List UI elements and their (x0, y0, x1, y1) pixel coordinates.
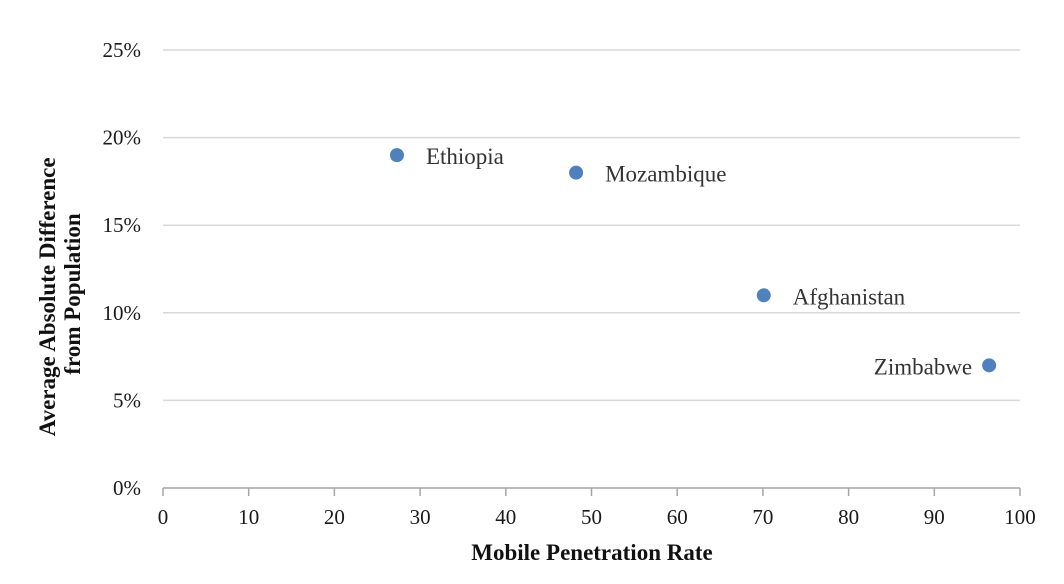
data-point-zimbabwe (982, 358, 997, 373)
x-tick-label: 30 (410, 505, 431, 529)
y-axis-title-line-1: Average Absolute Difference (35, 157, 60, 436)
gridlines (163, 49, 1020, 402)
x-tick-label: 60 (667, 505, 688, 529)
x-tick-label: 90 (924, 505, 945, 529)
y-axis-title-line-2: from Population (60, 213, 85, 374)
data-label-afghanistan: Afghanistan (793, 284, 906, 309)
x-tick-label: 80 (838, 505, 859, 529)
x-tick-label: 70 (752, 505, 773, 529)
data-label-mozambique: Mozambique (605, 162, 726, 187)
y-tick-label: 5% (113, 388, 141, 412)
y-tick-label: 25% (103, 38, 142, 62)
x-tick-label: 50 (581, 505, 602, 529)
x-tick-label: 20 (324, 505, 345, 529)
x-tick-label: 10 (238, 505, 259, 529)
data-point-ethiopia (389, 148, 404, 163)
y-tick-label: 0% (113, 476, 141, 500)
data-label-ethiopia: Ethiopia (426, 144, 504, 169)
y-tick-labels: 0% 5% 10% 15% 20% 25% (103, 38, 142, 500)
data-points (389, 148, 997, 373)
x-axis-title: Mobile Penetration Rate (471, 540, 712, 565)
x-tick-label: 100 (1004, 505, 1036, 529)
x-tick-label: 40 (495, 505, 516, 529)
y-tick-label: 15% (103, 213, 142, 237)
x-tick-labels: 0 10 20 30 40 50 60 70 80 90 100 (158, 505, 1036, 529)
data-point-mozambique (569, 165, 584, 180)
data-labels: Ethiopia Mozambique Afghanistan Zimbabwe (426, 144, 972, 379)
data-label-zimbabwe: Zimbabwe (874, 354, 972, 379)
y-tick-label: 20% (103, 126, 142, 150)
y-axis-title: Average Absolute Difference from Populat… (35, 152, 85, 437)
data-point-afghanistan (756, 288, 771, 303)
axes (162, 487, 1021, 496)
y-tick-label: 10% (103, 301, 142, 325)
x-tick-label: 0 (158, 505, 169, 529)
